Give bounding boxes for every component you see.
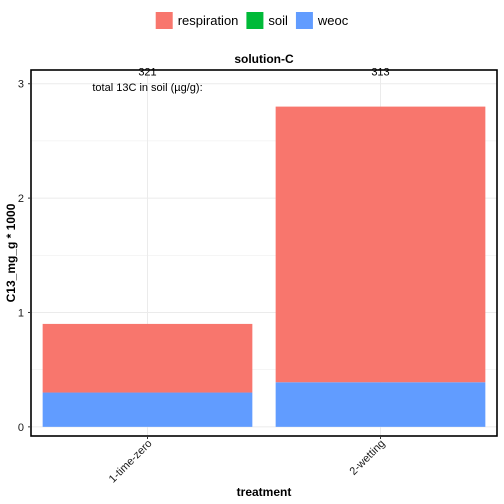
legend: respiration soil weoc (155, 12, 349, 29)
legend-key-weoc (295, 12, 313, 29)
y-tick-label: 2 (18, 193, 24, 205)
legend-label-weoc: weoc (317, 13, 349, 28)
y-tick-label: 3 (18, 79, 24, 91)
bars (42, 106, 486, 427)
plot-panel-border (30, 69, 498, 437)
x-axis: 1-time-zero 2-wetting (107, 436, 388, 485)
y-tick-label: 0 (18, 422, 24, 434)
bar-respiration-2-wetting (275, 106, 486, 383)
y-axis: 0 1 2 3 (18, 79, 31, 434)
bar-respiration-1-time-zero (42, 323, 253, 393)
x-tick-label-2-wetting: 2-wetting (348, 438, 388, 478)
legend-label-soil: soil (268, 13, 288, 28)
annotation-total-2-wetting: 313 (371, 67, 389, 79)
legend-key-soil (246, 12, 264, 29)
y-tick-label: 1 (18, 307, 24, 319)
annotations: total 13C in soil (µg/g): 321 313 (92, 67, 389, 94)
panel-title: solution-C (234, 52, 294, 66)
annotation-label: total 13C in soil (µg/g): (92, 82, 202, 94)
x-axis-label: treatment (237, 485, 292, 499)
bar-weoc-2-wetting (275, 382, 486, 427)
bar-weoc-1-time-zero (42, 392, 253, 427)
annotation-total-1-time-zero: 321 (138, 67, 156, 79)
legend-label-respiration: respiration (178, 13, 239, 28)
legend-key-respiration (155, 12, 173, 29)
x-tick-label-1-time-zero: 1-time-zero (107, 438, 155, 486)
y-axis-label: C13_mg_g * 1000 (4, 203, 18, 302)
